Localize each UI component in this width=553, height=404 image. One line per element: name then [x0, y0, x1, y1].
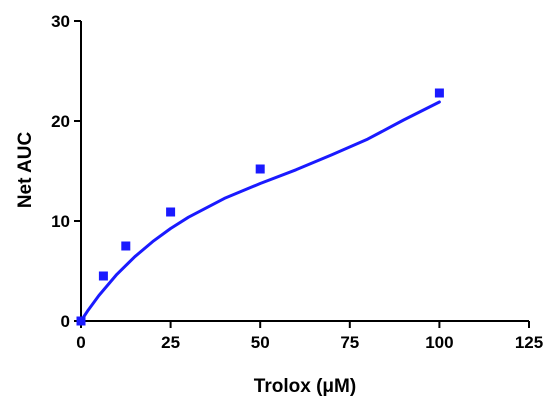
- y-axis-label: Net AUC: [15, 132, 36, 209]
- x-tick-label: 0: [76, 333, 85, 352]
- data-point-square: [121, 241, 131, 251]
- data-point-square: [434, 88, 444, 98]
- x-tick-label: 100: [425, 333, 453, 352]
- data-point-square: [98, 271, 108, 281]
- axes: [80, 21, 529, 322]
- y-tick-label: 10: [51, 212, 70, 231]
- data-point-square: [76, 316, 86, 326]
- data-points: [76, 88, 444, 326]
- x-tick-label: 125: [515, 333, 543, 352]
- data-point-square: [166, 207, 176, 217]
- x-tick-label: 25: [161, 333, 180, 352]
- fit-curve-line: [79, 100, 441, 323]
- data-point-square: [255, 164, 265, 174]
- y-tick-label: 30: [51, 12, 70, 31]
- y-tick-label: 20: [51, 112, 70, 131]
- x-tick-label: 50: [251, 333, 270, 352]
- y-tick-label: 0: [61, 312, 70, 331]
- ticks: 0 25 50 75 100 125 0 10 20 30: [51, 12, 543, 352]
- x-tick-label: 75: [340, 333, 359, 352]
- fit-curve-layer: [79, 100, 441, 323]
- x-axis-label: Trolox (μM): [254, 376, 356, 397]
